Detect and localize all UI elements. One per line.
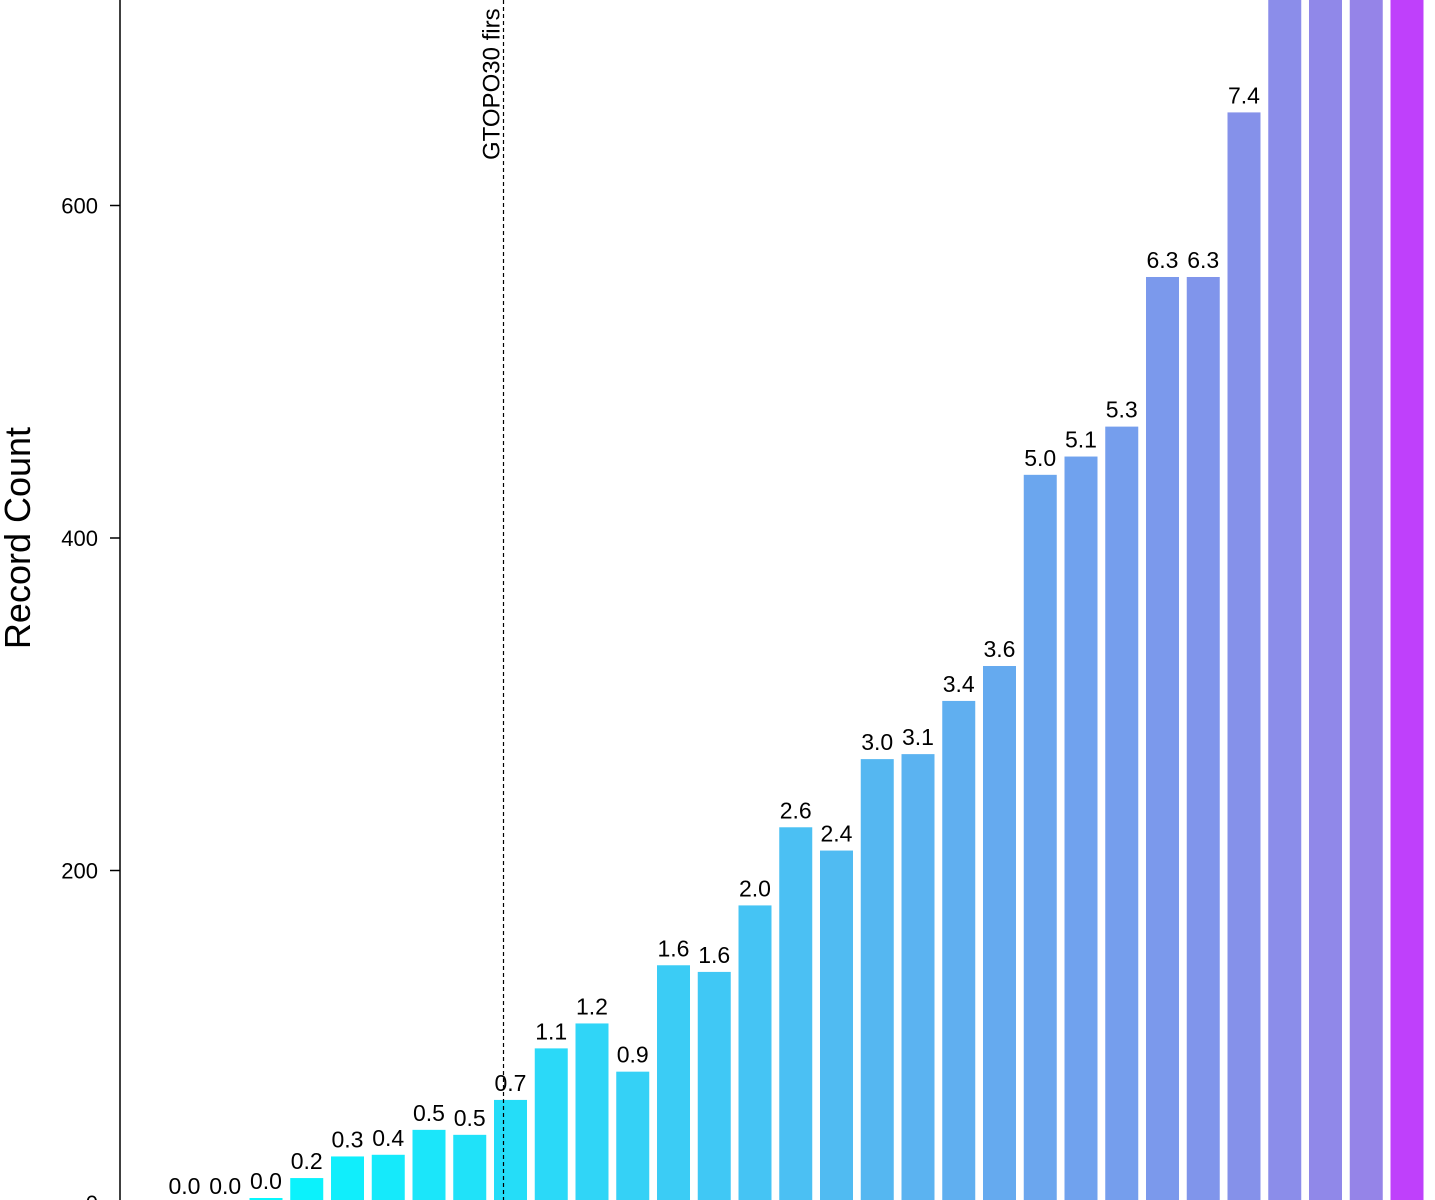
bar	[453, 1134, 487, 1200]
bar	[494, 1099, 527, 1200]
bar	[657, 965, 690, 1200]
annotation-label: GTOPO30 firs	[479, 8, 506, 160]
bar	[371, 1154, 405, 1200]
bar-data-label: 0.5	[413, 1100, 445, 1126]
bar	[1023, 474, 1057, 1200]
bar-data-label: 5.1	[1065, 427, 1097, 453]
bar	[1105, 426, 1139, 1200]
bar	[983, 666, 1016, 1200]
bar	[249, 1198, 283, 1200]
y-axis-title: Record Count	[0, 427, 38, 649]
bar-data-label: 1.6	[698, 942, 730, 968]
bar	[534, 1048, 568, 1200]
bar	[779, 827, 813, 1200]
bar	[860, 759, 894, 1200]
bar-data-label: 2.4	[821, 821, 853, 847]
y-axis: 0 200 400 600	[61, 0, 121, 1200]
bar	[575, 1023, 609, 1200]
bar-data-label: 3.1	[902, 724, 934, 750]
bar-data-label: 0.2	[291, 1148, 323, 1174]
bar-data-label: 5.0	[1024, 445, 1056, 471]
bar-data-label: 1.2	[576, 993, 608, 1019]
bar-data-label: 6.3	[1147, 247, 1179, 273]
bar-data-label: 3.0	[861, 729, 893, 755]
bar-data-label: 0.9	[617, 1042, 649, 1068]
bar	[820, 850, 853, 1200]
bar-data-label: 5.3	[1106, 397, 1138, 423]
y-tick-label: 200	[61, 859, 98, 884]
bar	[738, 905, 772, 1200]
bar	[1268, 0, 1302, 1200]
bar-data-label: 0.0	[209, 1173, 241, 1199]
bar	[901, 754, 935, 1200]
bar	[1186, 276, 1220, 1200]
bar-data-label: 1.6	[658, 935, 690, 961]
bar	[1390, 0, 1424, 1200]
bar	[1064, 456, 1098, 1200]
bar	[1227, 112, 1261, 1200]
bar	[616, 1071, 650, 1200]
bar	[1146, 276, 1179, 1200]
bar-data-label: 2.0	[739, 875, 771, 901]
bar-labels-group: 0.0 0.0 0.0 0.2 0.3 0.4 0.5 0.5 0.7 1.1 1.2 0.9 1.6 1…	[169, 82, 1261, 1199]
bar-data-label: 0.0	[250, 1168, 282, 1194]
bar-data-label: 0.5	[454, 1105, 486, 1131]
bar	[697, 971, 731, 1200]
y-tick-label: 600	[61, 194, 98, 219]
bar-data-label: 6.3	[1187, 247, 1219, 273]
bar	[1309, 0, 1342, 1200]
bar-data-label: 0.7	[495, 1070, 527, 1096]
bar-data-label: 0.0	[169, 1173, 201, 1199]
bar	[942, 700, 976, 1200]
bar	[1349, 0, 1383, 1200]
bar-data-label: 7.4	[1228, 82, 1260, 108]
y-tick-label: 0	[86, 1191, 98, 1200]
bar	[412, 1129, 446, 1200]
y-tick-label: 400	[61, 526, 98, 551]
bar-data-label: 0.4	[372, 1125, 404, 1151]
bar-data-label: 1.1	[535, 1018, 567, 1044]
bar-data-label: 2.6	[780, 797, 812, 823]
bars-group	[249, 0, 1424, 1200]
bar	[290, 1178, 324, 1200]
bar	[331, 1156, 364, 1200]
bar-data-label: 0.3	[332, 1126, 364, 1152]
bar-data-label: 3.6	[984, 636, 1016, 662]
bar-data-label: 3.4	[943, 671, 975, 697]
annotation-group: GTOPO30 firs	[479, 0, 506, 1200]
